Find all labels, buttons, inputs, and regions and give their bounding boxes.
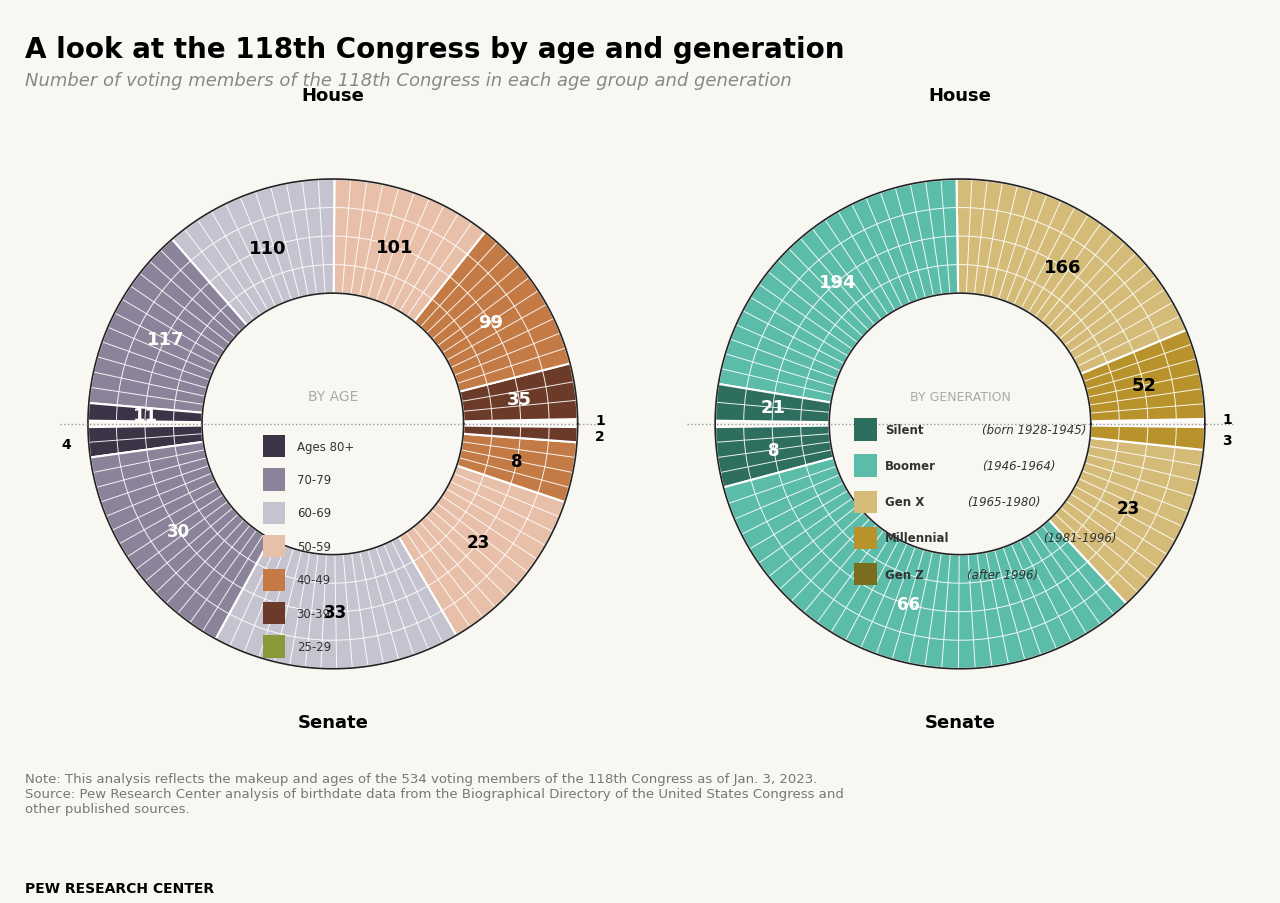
Text: Silent: Silent (884, 424, 923, 436)
Text: (1946-1964): (1946-1964) (982, 460, 1056, 472)
Bar (854, 563, 877, 586)
Text: A look at the 118th Congress by age and generation: A look at the 118th Congress by age and … (26, 36, 845, 64)
Text: Ages 80+: Ages 80+ (297, 440, 353, 453)
Text: 117: 117 (147, 330, 184, 349)
Wedge shape (216, 537, 457, 669)
Text: 110: 110 (248, 239, 287, 257)
Text: BY GENERATION: BY GENERATION (910, 390, 1010, 403)
Wedge shape (1091, 426, 1204, 451)
Wedge shape (88, 404, 202, 423)
Text: 8: 8 (768, 442, 780, 459)
Wedge shape (88, 240, 247, 414)
Bar (264, 502, 285, 525)
Bar (264, 602, 285, 625)
Text: 60-69: 60-69 (297, 507, 330, 520)
Wedge shape (1091, 420, 1204, 423)
Text: Note: This analysis reflects the makeup and ages of the 534 voting members of th: Note: This analysis reflects the makeup … (26, 772, 845, 815)
Text: 30-39: 30-39 (297, 607, 330, 620)
Bar (264, 535, 285, 558)
Wedge shape (413, 233, 570, 392)
Text: 35: 35 (507, 390, 531, 408)
Bar (264, 469, 285, 491)
Wedge shape (1048, 438, 1203, 604)
Bar (264, 569, 285, 591)
Text: 23: 23 (467, 534, 490, 552)
Wedge shape (718, 180, 959, 403)
Text: 99: 99 (477, 313, 503, 331)
Wedge shape (956, 180, 1187, 375)
Wedge shape (463, 426, 577, 442)
Wedge shape (88, 426, 204, 458)
Bar (854, 455, 877, 477)
Text: House: House (301, 87, 365, 105)
Text: BY AGE: BY AGE (307, 389, 358, 404)
Text: 4: 4 (61, 438, 72, 452)
Text: (1981-1996): (1981-1996) (1043, 532, 1117, 545)
Text: 21: 21 (760, 399, 786, 417)
Wedge shape (334, 180, 485, 322)
Text: Millennial: Millennial (884, 532, 950, 545)
Wedge shape (1080, 330, 1204, 422)
Wedge shape (91, 442, 270, 639)
Text: PEW RESEARCH CENTER: PEW RESEARCH CENTER (26, 881, 215, 896)
Text: 1: 1 (595, 413, 604, 427)
Text: 194: 194 (819, 274, 856, 291)
Bar (854, 419, 877, 441)
Text: Boomer: Boomer (884, 460, 936, 472)
Text: Number of voting members of the 118th Congress in each age group and generation: Number of voting members of the 118th Co… (26, 72, 792, 90)
Text: 40-49: 40-49 (297, 573, 330, 587)
Bar (854, 491, 877, 513)
Wedge shape (460, 364, 577, 422)
Wedge shape (399, 466, 564, 636)
Text: 3: 3 (1222, 433, 1231, 447)
Text: Gen Z: Gen Z (884, 568, 924, 581)
Bar (854, 527, 877, 550)
Text: Senate: Senate (924, 713, 996, 731)
Wedge shape (457, 434, 577, 502)
Bar (264, 435, 285, 458)
Text: (after 1996): (after 1996) (966, 568, 1038, 581)
Text: 23: 23 (1116, 499, 1139, 517)
Bar (264, 636, 285, 658)
Wedge shape (723, 459, 1126, 669)
Text: 33: 33 (324, 603, 347, 621)
Text: 50-59: 50-59 (297, 540, 330, 554)
Text: 2: 2 (595, 429, 604, 443)
Text: House: House (928, 87, 992, 105)
Text: (born 1928-1945): (born 1928-1945) (982, 424, 1087, 436)
Text: 1: 1 (1222, 413, 1231, 427)
Text: 70-79: 70-79 (297, 473, 330, 487)
Text: 52: 52 (1132, 377, 1156, 395)
Text: 11: 11 (133, 406, 157, 424)
Text: Gen X: Gen X (884, 496, 924, 508)
Text: 166: 166 (1044, 258, 1082, 276)
Wedge shape (716, 426, 833, 488)
Wedge shape (172, 180, 334, 326)
Text: 30: 30 (166, 522, 189, 540)
Text: 66: 66 (896, 596, 919, 614)
Text: 8: 8 (511, 452, 522, 470)
Text: 101: 101 (376, 238, 413, 256)
Wedge shape (716, 385, 831, 423)
Text: Senate: Senate (297, 713, 369, 731)
Text: (1965-1980): (1965-1980) (966, 496, 1041, 508)
Wedge shape (463, 420, 577, 423)
Text: 25-29: 25-29 (297, 640, 330, 653)
